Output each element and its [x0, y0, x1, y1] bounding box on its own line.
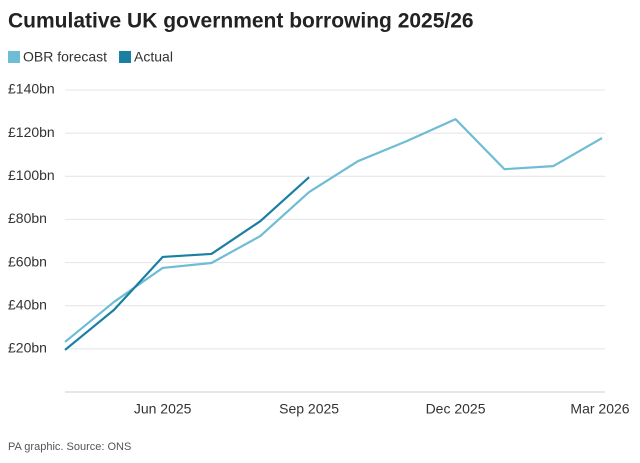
legend-swatch [119, 51, 132, 63]
y-tick-label: £100bn [8, 167, 55, 183]
x-tick-label: Mar 2026 [570, 401, 629, 417]
legend-swatch [8, 51, 20, 63]
y-tick-label: £40bn [8, 296, 47, 312]
chart-title: Cumulative UK government borrowing 2025/… [8, 10, 474, 33]
y-tick-label: £140bn [8, 81, 55, 97]
y-tick-label: £60bn [8, 253, 47, 269]
source: PA graphic. Source: ONS [8, 441, 131, 453]
series-line [64, 118, 603, 343]
x-tick-label: Sep 2025 [279, 401, 339, 417]
y-tick-label: £20bn [8, 340, 47, 356]
series-line [64, 176, 310, 351]
x-tick-label: Dec 2025 [426, 401, 486, 417]
x-tick-label: Jun 2025 [134, 401, 192, 417]
y-tick-label: £120bn [8, 124, 55, 140]
legend-label: OBR forecast [23, 49, 107, 65]
legend-label: Actual [134, 49, 173, 65]
y-tick-label: £80bn [8, 210, 47, 226]
